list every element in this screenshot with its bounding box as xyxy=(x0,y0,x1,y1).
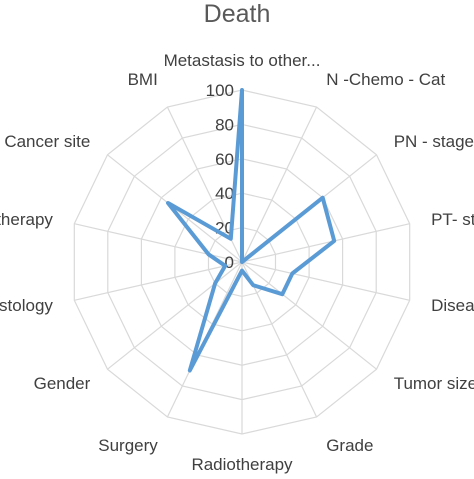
grid-spoke xyxy=(107,261,243,370)
category-label: Surgery xyxy=(98,436,158,455)
category-label: Radiotherapy xyxy=(191,455,293,474)
r-tick-label: 60 xyxy=(215,150,234,169)
grid-spoke xyxy=(241,261,377,370)
chart-title: Death xyxy=(203,0,271,28)
category-label: Chemotherapy xyxy=(0,210,53,229)
category-label: Cancer site xyxy=(4,132,90,151)
grid-spoke xyxy=(74,261,243,301)
category-label: Histology xyxy=(0,296,53,315)
category-label: Gender xyxy=(34,374,91,393)
category-label: PN - stage xyxy=(394,132,474,151)
category-label: PT- stage xyxy=(431,210,474,229)
series-line xyxy=(166,88,337,373)
category-label: Metastasis to other... xyxy=(164,51,321,70)
category-label: N -Chemo - Cat xyxy=(326,70,445,89)
r-tick-label: 100 xyxy=(206,81,234,100)
category-label: Disease xyxy=(431,296,474,315)
grid-spoke xyxy=(241,106,318,263)
grid-spoke xyxy=(241,223,410,263)
grid-spoke xyxy=(241,261,318,418)
category-label: Grade xyxy=(326,436,373,455)
r-tick-label: 80 xyxy=(215,115,234,134)
r-tick-label: 0 xyxy=(225,253,234,272)
category-label: Tumor size xyxy=(394,374,474,393)
category-label: BMI xyxy=(128,70,158,89)
r-tick-label: 40 xyxy=(215,184,234,203)
grid-spoke xyxy=(74,223,243,263)
grid-spoke xyxy=(241,261,410,301)
